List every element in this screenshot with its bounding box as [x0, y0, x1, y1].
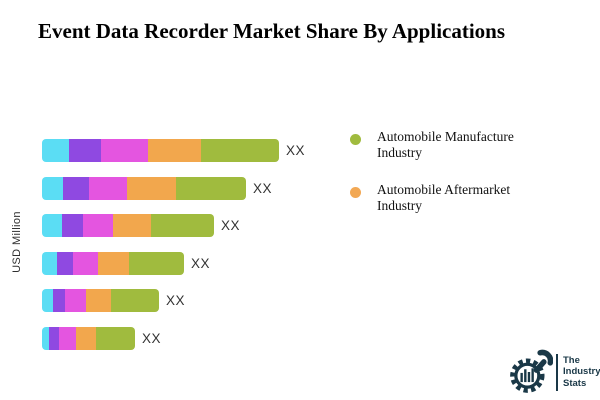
bar-segment-cyan	[42, 251, 57, 275]
bar-value-label: XX	[286, 143, 306, 158]
bar-value-label: XX	[221, 218, 241, 233]
bar-row: XX	[42, 176, 305, 200]
gear-wrench-logo-icon	[510, 349, 553, 393]
bar-segment-green	[151, 214, 214, 237]
logo-divider	[556, 353, 558, 391]
logo-line-1: The	[563, 354, 580, 366]
bar-row: XX	[42, 289, 305, 312]
brand-logo: The Industry Stats	[509, 349, 600, 395]
bar-segment-purple	[53, 289, 65, 312]
legend-dot-orange	[350, 187, 361, 198]
bar-segment-cyan	[42, 176, 63, 200]
legend-item-manufacture: Automobile Manufacture Industry	[345, 129, 547, 161]
bar-segment-orange	[76, 326, 96, 350]
bar-segment-green	[176, 176, 246, 200]
stacked-bar	[42, 139, 279, 162]
bar-row: XX	[42, 326, 305, 350]
bar-segment-cyan	[42, 139, 69, 162]
stacked-bar	[42, 251, 184, 275]
bar-segment-green	[111, 289, 159, 312]
bar-segment-orange	[86, 289, 111, 312]
logo-line-2: Industry	[563, 366, 600, 378]
bar-segment-magenta	[73, 251, 98, 275]
bar-value-label: XX	[191, 255, 211, 271]
bar-segment-magenta	[89, 176, 127, 200]
stacked-bar	[42, 214, 214, 237]
bar-row: XX	[42, 251, 305, 275]
bar-segment-magenta	[101, 139, 148, 162]
bar-value-label: XX	[166, 293, 186, 308]
bar-segment-magenta	[83, 214, 113, 237]
bar-segment-purple	[49, 326, 59, 350]
bar-segment-cyan	[42, 214, 62, 237]
logo-text: The Industry Stats	[563, 355, 600, 390]
bar-segment-purple	[63, 176, 89, 200]
bar-value-label: XX	[142, 330, 162, 346]
bar-segment-magenta	[65, 289, 86, 312]
logo-line-3: Stats	[563, 377, 587, 389]
bar-segment-purple	[57, 251, 73, 275]
bar-segment-cyan	[42, 289, 53, 312]
bar-segment-green	[201, 139, 279, 162]
bar-segment-orange	[98, 251, 129, 275]
bar-segment-cyan	[42, 326, 49, 350]
page-title: Event Data Recorder Market Share By Appl…	[38, 19, 506, 43]
stacked-bar-chart: XX XX XX XX XX XX	[42, 139, 305, 364]
legend-label: Automobile Aftermarket Industry	[377, 182, 511, 213]
bar-row: XX	[42, 139, 305, 162]
stacked-bar	[42, 289, 159, 312]
bar-segment-magenta	[59, 326, 76, 350]
legend-dot-green	[350, 134, 361, 145]
stacked-bar	[42, 176, 246, 200]
bar-segment-orange	[127, 176, 176, 200]
bar-row: XX	[42, 214, 305, 237]
y-axis-label: USD Million	[11, 211, 23, 273]
legend-label: Automobile Manufacture Industry	[377, 129, 514, 160]
stacked-bar	[42, 326, 135, 350]
bar-segment-green	[96, 326, 135, 350]
legend: Automobile Manufacture Industry Automobi…	[345, 129, 547, 235]
legend-item-aftermarket: Automobile Aftermarket Industry	[345, 182, 547, 214]
bar-value-label: XX	[253, 180, 273, 196]
bar-segment-orange	[148, 139, 201, 162]
bar-segment-orange	[113, 214, 151, 237]
bar-segment-green	[129, 251, 184, 275]
bar-segment-purple	[62, 214, 83, 237]
bar-segment-purple	[69, 139, 101, 162]
